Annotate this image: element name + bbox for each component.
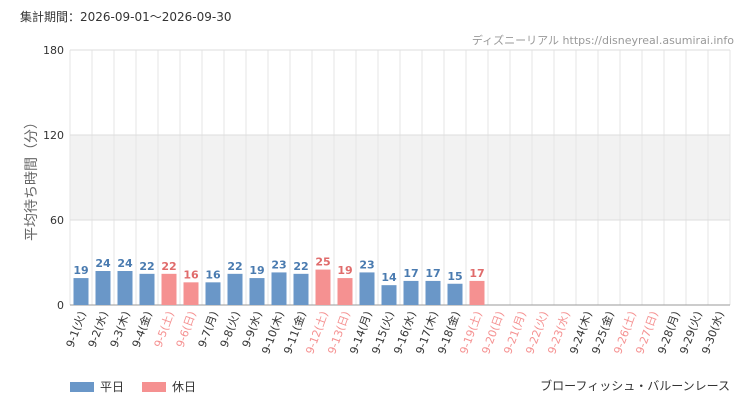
- x-tick-label: 9-3(木): [108, 310, 133, 350]
- legend: 平日 休日: [70, 378, 196, 395]
- x-tick-label: 9-6(日): [174, 310, 199, 350]
- bar-value-label: 23: [359, 258, 374, 271]
- legend-label-weekday: 平日: [100, 380, 125, 394]
- bar-value-label: 22: [161, 260, 176, 273]
- attraction-name: ブローフィッシュ・バルーンレース: [540, 379, 730, 393]
- bar-value-label: 17: [403, 267, 418, 280]
- bar: [337, 278, 353, 305]
- bar: [447, 283, 463, 305]
- bar: [271, 272, 287, 305]
- bar-value-label: 19: [249, 264, 264, 277]
- y-axis-label: 平均待ち時間（分）: [24, 115, 40, 241]
- bar-value-label: 15: [447, 270, 462, 283]
- bar-value-label: 24: [117, 257, 133, 270]
- legend-label-holiday: 休日: [172, 380, 197, 394]
- bar: [73, 278, 89, 305]
- bar-value-label: 24: [95, 257, 111, 270]
- bar: [381, 285, 397, 305]
- bar: [139, 273, 155, 305]
- bar: [117, 271, 133, 305]
- bar-value-label: 17: [425, 267, 440, 280]
- bar-value-label: 22: [227, 260, 242, 273]
- bar: [359, 272, 375, 305]
- bar: [183, 282, 199, 305]
- bar: [205, 282, 221, 305]
- bar: [95, 271, 111, 305]
- bar-value-label: 17: [469, 267, 484, 280]
- y-tick-label: 0: [57, 299, 64, 312]
- bar-value-label: 16: [183, 268, 199, 281]
- bar: [249, 278, 265, 305]
- bar: [403, 280, 419, 305]
- period-label: 集計期間：2026-09-01～2026-09-30: [20, 10, 232, 24]
- legend-swatch-weekday: [70, 381, 94, 392]
- x-tick-label: 9-1(火): [64, 310, 89, 350]
- x-tick-label: 9-8(火): [218, 310, 243, 350]
- bar: [315, 269, 331, 305]
- bar-value-label: 23: [271, 258, 286, 271]
- x-tick-label: 9-9(水): [240, 310, 265, 350]
- bar: [469, 280, 485, 305]
- legend-swatch-holiday: [142, 381, 167, 392]
- bar-value-label: 14: [381, 271, 397, 284]
- bar: [293, 273, 309, 305]
- x-tick-label: 9-5(土): [152, 310, 177, 350]
- y-tick-label: 120: [43, 129, 64, 142]
- bar: [227, 273, 243, 305]
- y-tick-label: 60: [50, 214, 64, 227]
- bar-value-label: 22: [293, 260, 308, 273]
- bar-value-label: 25: [315, 256, 330, 269]
- y-tick-label: 180: [43, 44, 64, 57]
- legend-item-holiday: 休日: [142, 378, 196, 395]
- x-tick-label: 9-4(金): [129, 309, 155, 349]
- x-tick-label: 9-2(水): [86, 310, 111, 350]
- bar-value-label: 22: [139, 260, 154, 273]
- bar-value-label: 19: [337, 264, 352, 277]
- bar: [161, 273, 177, 305]
- bar-value-label: 19: [73, 264, 88, 277]
- bar-value-label: 16: [205, 268, 221, 281]
- bar: [425, 280, 441, 305]
- source-credit: ディズニーリアル https://disneyreal.asumirai.inf…: [471, 34, 734, 47]
- legend-item-weekday: 平日: [70, 378, 124, 395]
- x-tick-label: 9-7(月): [196, 310, 221, 350]
